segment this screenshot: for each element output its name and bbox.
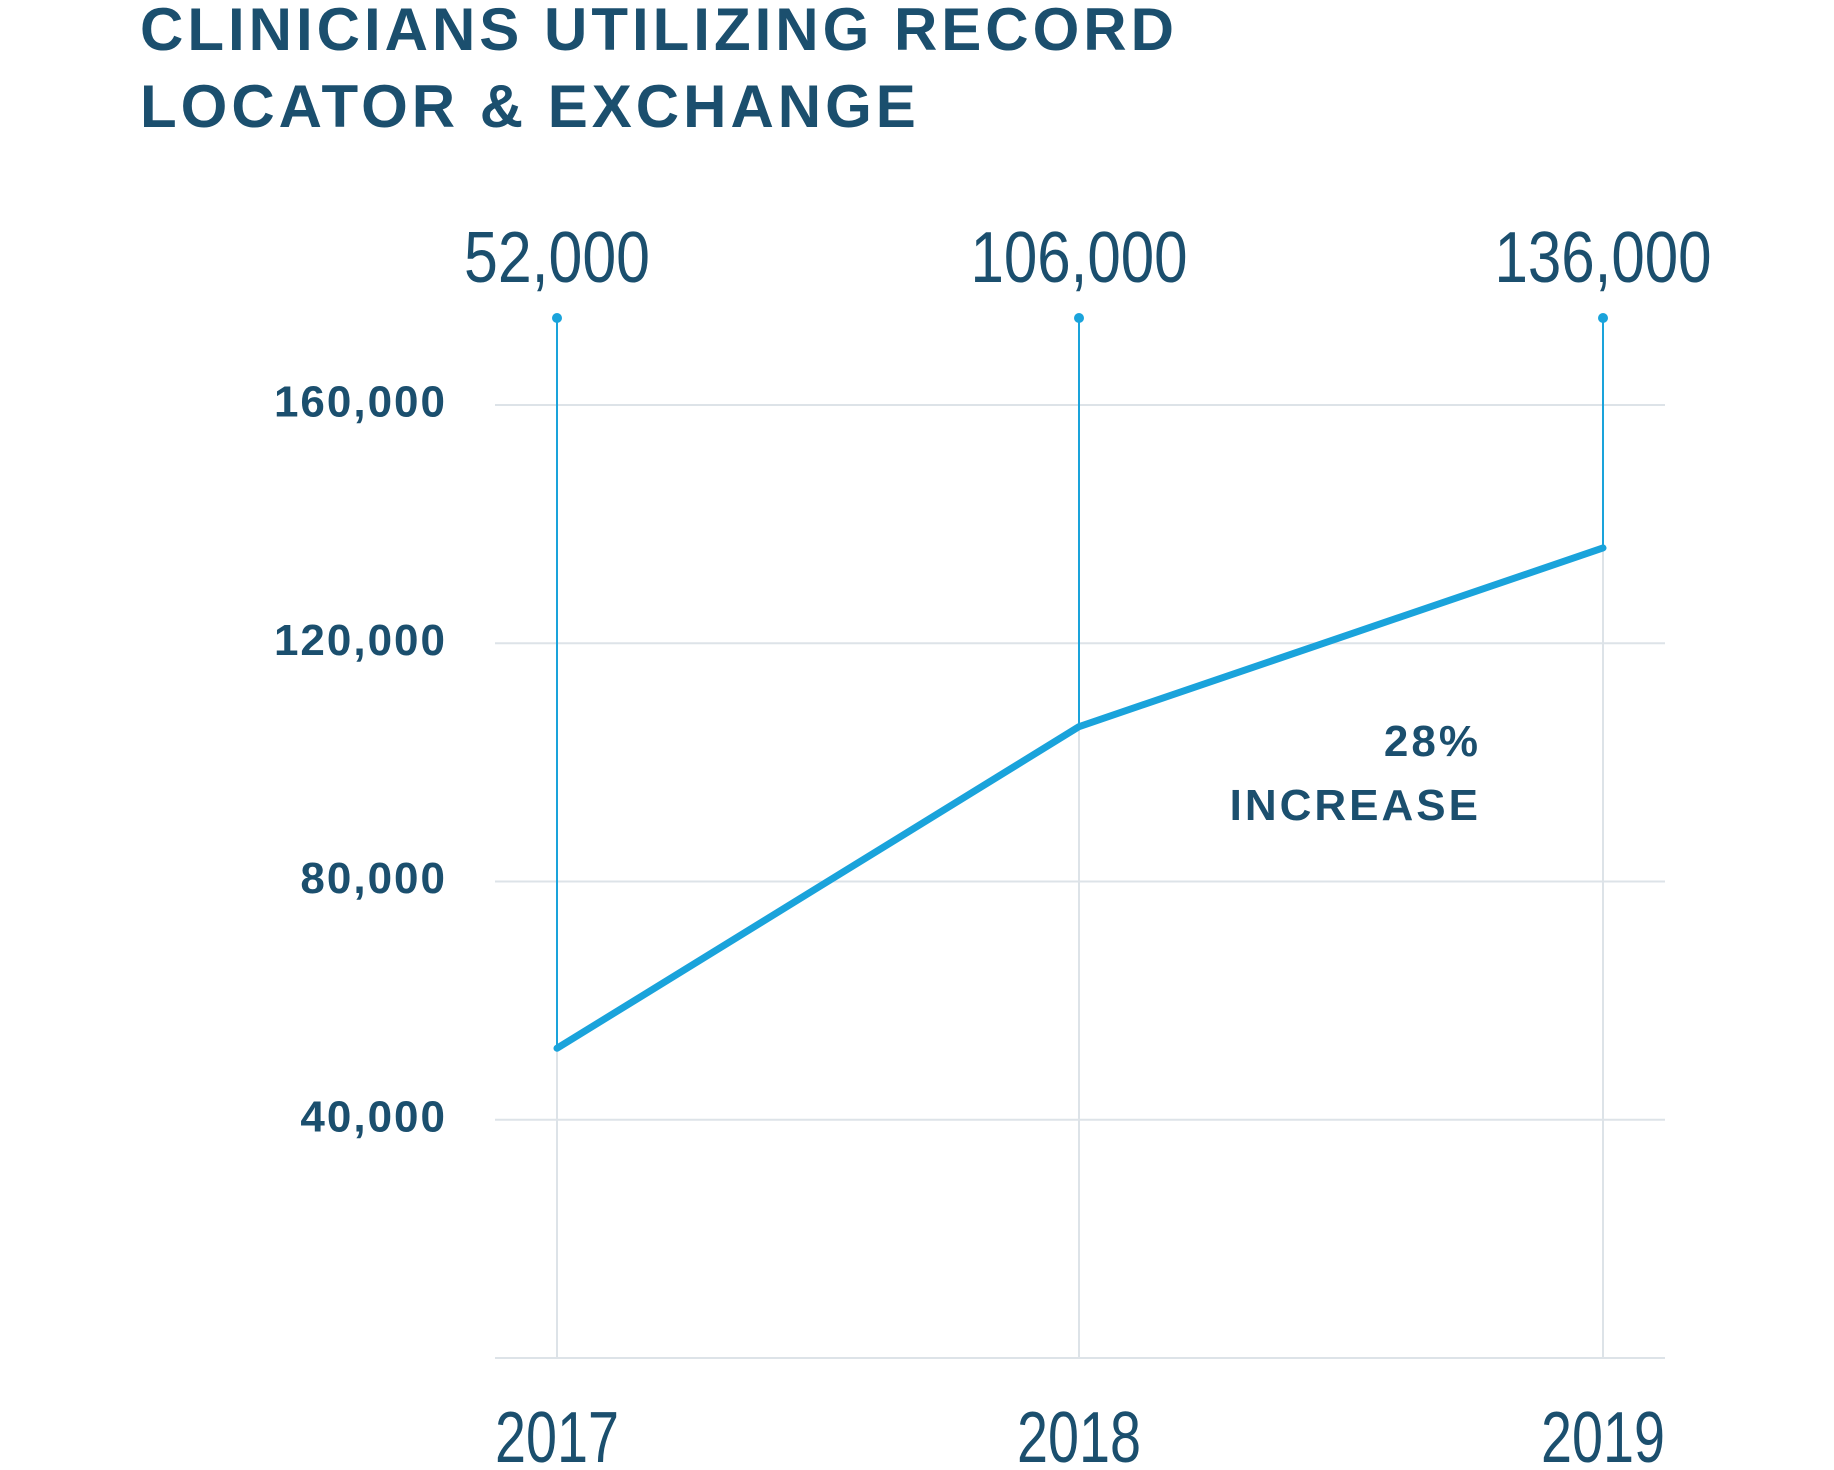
y-tick-label: 120,000 [274, 616, 447, 665]
x-tick-label: 2017 [495, 1398, 619, 1470]
value-label: 136,000 [1495, 218, 1712, 298]
chart-title: CLINICIANS UTILIZING RECORD [140, 0, 1178, 63]
annotation: 28% [1384, 717, 1481, 766]
x-tick-label: 2019 [1541, 1398, 1665, 1470]
annotation: INCREASE [1230, 781, 1481, 830]
marker-dot [1074, 313, 1084, 323]
chart-title: LOCATOR & EXCHANGE [140, 73, 920, 140]
data-line [553, 544, 1607, 1052]
y-tick-label: 160,000 [274, 378, 447, 427]
value-label: 106,000 [971, 218, 1188, 298]
x-tick-label: 2018 [1017, 1398, 1141, 1470]
value-label: 52,000 [464, 218, 650, 298]
marker-dot [1598, 313, 1608, 323]
y-tick-label: 40,000 [300, 1092, 447, 1141]
marker-dot [552, 313, 562, 323]
y-tick-label: 80,000 [300, 854, 447, 903]
